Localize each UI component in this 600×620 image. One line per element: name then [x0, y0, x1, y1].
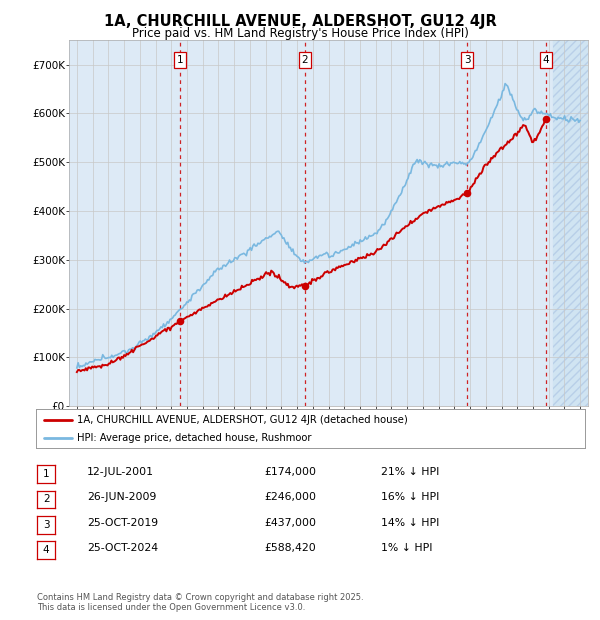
Text: Price paid vs. HM Land Registry's House Price Index (HPI): Price paid vs. HM Land Registry's House … — [131, 27, 469, 40]
Text: 2: 2 — [43, 495, 50, 505]
Text: £437,000: £437,000 — [264, 518, 316, 528]
Text: Contains HM Land Registry data © Crown copyright and database right 2025.
This d: Contains HM Land Registry data © Crown c… — [37, 593, 364, 612]
Text: 4: 4 — [43, 546, 50, 556]
Text: 3: 3 — [464, 55, 470, 65]
Text: 1A, CHURCHILL AVENUE, ALDERSHOT, GU12 4JR (detached house): 1A, CHURCHILL AVENUE, ALDERSHOT, GU12 4J… — [77, 415, 408, 425]
Text: 12-JUL-2001: 12-JUL-2001 — [87, 467, 154, 477]
Text: £174,000: £174,000 — [264, 467, 316, 477]
Bar — [553, 40, 588, 406]
Text: 3: 3 — [43, 520, 50, 530]
Bar — [553, 40, 588, 406]
Text: 2: 2 — [301, 55, 308, 65]
Text: £246,000: £246,000 — [264, 492, 316, 502]
Text: 4: 4 — [542, 55, 549, 65]
Text: £588,420: £588,420 — [264, 543, 316, 553]
Text: 26-JUN-2009: 26-JUN-2009 — [87, 492, 157, 502]
Text: 21% ↓ HPI: 21% ↓ HPI — [381, 467, 439, 477]
Text: HPI: Average price, detached house, Rushmoor: HPI: Average price, detached house, Rush… — [77, 433, 311, 443]
Text: 16% ↓ HPI: 16% ↓ HPI — [381, 492, 439, 502]
Text: 25-OCT-2024: 25-OCT-2024 — [87, 543, 158, 553]
Text: 25-OCT-2019: 25-OCT-2019 — [87, 518, 158, 528]
Text: 1A, CHURCHILL AVENUE, ALDERSHOT, GU12 4JR: 1A, CHURCHILL AVENUE, ALDERSHOT, GU12 4J… — [104, 14, 496, 29]
Text: 14% ↓ HPI: 14% ↓ HPI — [381, 518, 439, 528]
Text: 1: 1 — [176, 55, 183, 65]
Text: 1: 1 — [43, 469, 50, 479]
Text: 1% ↓ HPI: 1% ↓ HPI — [381, 543, 433, 553]
